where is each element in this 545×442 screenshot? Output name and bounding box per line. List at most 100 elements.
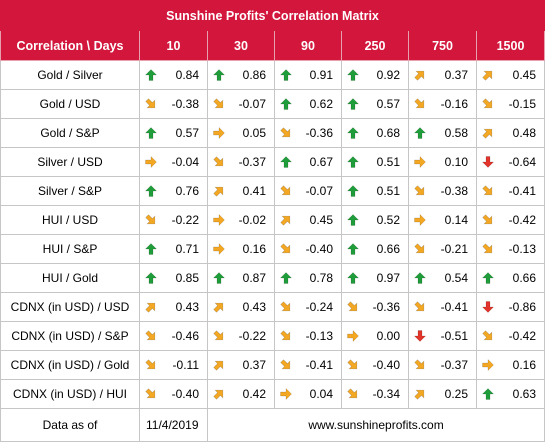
correlation-value: 0.45 (512, 68, 537, 82)
correlation-cell: 0.04 (274, 379, 342, 409)
row-label: HUI / S&P (0, 234, 140, 264)
arrow-down-right-icon (213, 98, 224, 109)
table-body: Gold / Silver 0.84 0.86 0.91 0.92 0.37 0.45 Gol… (0, 60, 545, 409)
arrow-up-right-icon (414, 389, 425, 400)
correlation-value: -0.34 (372, 387, 400, 401)
arrow-up-icon (482, 388, 494, 400)
arrow-down-right-icon (347, 388, 358, 399)
correlation-value: -0.13 (508, 242, 537, 256)
correlation-cell: 0.16 (207, 234, 275, 264)
correlation-cell: -0.41 (274, 350, 342, 380)
arrow-down-right-icon (145, 98, 156, 109)
correlation-cell: 0.48 (475, 118, 545, 148)
arrow-up-icon (414, 127, 426, 139)
correlation-value: -0.24 (305, 300, 333, 314)
correlation-value: 0.66 (512, 271, 537, 285)
row-label: CDNX (in USD) / Gold (0, 350, 140, 380)
correlation-value: 0.58 (444, 126, 468, 140)
arrow-down-right-icon (145, 388, 156, 399)
arrow-up-right-icon (482, 70, 493, 81)
correlation-cell: -0.37 (408, 350, 477, 380)
correlation-value: 0.71 (175, 242, 199, 256)
correlation-value: 0.54 (444, 271, 468, 285)
correlation-value: 0.05 (242, 126, 266, 140)
correlation-value: 0.43 (242, 300, 266, 314)
correlation-value: 0.66 (376, 242, 400, 256)
correlation-cell: 0.10 (408, 147, 477, 177)
footer-website: www.sunshineprofits.com (206, 408, 545, 442)
correlation-cell: 0.62 (274, 89, 342, 119)
correlation-value: -0.41 (508, 184, 537, 198)
table-row: CDNX (in USD) / Gold -0.11 0.37 -0.41 -0.40 -… (0, 350, 545, 380)
header-days-750: 750 (408, 30, 477, 61)
correlation-cell: -0.40 (139, 379, 208, 409)
correlation-value: -0.51 (440, 329, 468, 343)
correlation-value: 0.41 (242, 184, 266, 198)
row-label: Gold / Silver (0, 60, 140, 90)
correlation-value: 0.87 (242, 271, 266, 285)
arrow-up-icon (145, 272, 157, 284)
correlation-cell: -0.36 (274, 118, 342, 148)
correlation-cell: 0.87 (207, 263, 275, 293)
correlation-cell: 0.52 (341, 205, 409, 235)
correlation-value: 0.67 (309, 155, 333, 169)
correlation-value: -0.22 (238, 329, 266, 343)
correlation-value: -0.21 (440, 242, 468, 256)
arrow-right-icon (213, 127, 225, 139)
arrow-down-right-icon (213, 156, 224, 167)
row-label: Silver / USD (0, 147, 140, 177)
correlation-cell: 0.58 (408, 118, 477, 148)
correlation-cell: -0.07 (274, 176, 342, 206)
correlation-value: 0.84 (175, 68, 199, 82)
correlation-value: 0.57 (175, 126, 199, 140)
correlation-cell: 0.54 (408, 263, 477, 293)
arrow-up-icon (280, 272, 292, 284)
correlation-cell: -0.16 (408, 89, 477, 119)
table-row: CDNX (in USD) / USD 0.43 0.43 -0.24 -0.36 -0.… (0, 292, 545, 322)
correlation-value: 0.51 (376, 155, 400, 169)
correlation-value: -0.07 (238, 97, 266, 111)
arrow-down-right-icon (280, 127, 291, 138)
correlation-cell: 0.68 (341, 118, 409, 148)
correlation-cell: -0.38 (408, 176, 477, 206)
arrow-up-right-icon (213, 186, 224, 197)
arrow-right-icon (482, 359, 494, 371)
arrow-down-right-icon (414, 98, 425, 109)
correlation-value: 0.00 (376, 329, 400, 343)
correlation-value: 0.14 (444, 213, 468, 227)
footer-label: Data as of (0, 408, 140, 442)
arrow-up-right-icon (414, 70, 425, 81)
correlation-cell: 0.76 (139, 176, 208, 206)
arrow-up-icon (280, 156, 292, 168)
row-label: Gold / USD (0, 89, 140, 119)
correlation-cell: -0.21 (408, 234, 477, 264)
correlation-value: -0.40 (171, 387, 199, 401)
header-correlation-days: Correlation \ Days (0, 30, 140, 61)
correlation-value: -0.37 (238, 155, 266, 169)
correlation-cell: 0.92 (341, 60, 409, 90)
row-label: CDNX (in USD) / S&P (0, 321, 140, 351)
arrow-down-right-icon (145, 214, 156, 225)
arrow-right-icon (347, 330, 359, 342)
correlation-cell: -0.13 (274, 321, 342, 351)
correlation-cell: 0.37 (207, 350, 275, 380)
arrow-down-right-icon (145, 330, 156, 341)
arrow-up-icon (347, 127, 359, 139)
arrow-down-right-icon (414, 185, 425, 196)
correlation-cell: -0.42 (475, 321, 545, 351)
arrow-down-right-icon (347, 359, 358, 370)
correlation-cell: -0.64 (475, 147, 545, 177)
header-days-250: 250 (341, 30, 409, 61)
header-days-1500: 1500 (475, 30, 545, 61)
correlation-cell: -0.42 (475, 205, 545, 235)
correlation-value: 0.51 (376, 184, 400, 198)
arrow-up-icon (280, 69, 292, 81)
correlation-value: -0.40 (372, 358, 400, 372)
table-row: Gold / USD -0.38 -0.07 0.62 0.57 -0.16 -0.15 (0, 89, 545, 119)
correlation-value: -0.36 (372, 300, 400, 314)
correlation-value: -0.40 (305, 242, 333, 256)
arrow-up-icon (347, 156, 359, 168)
arrow-down-icon (482, 156, 494, 168)
table-title: Sunshine Profits' Correlation Matrix (0, 0, 545, 31)
